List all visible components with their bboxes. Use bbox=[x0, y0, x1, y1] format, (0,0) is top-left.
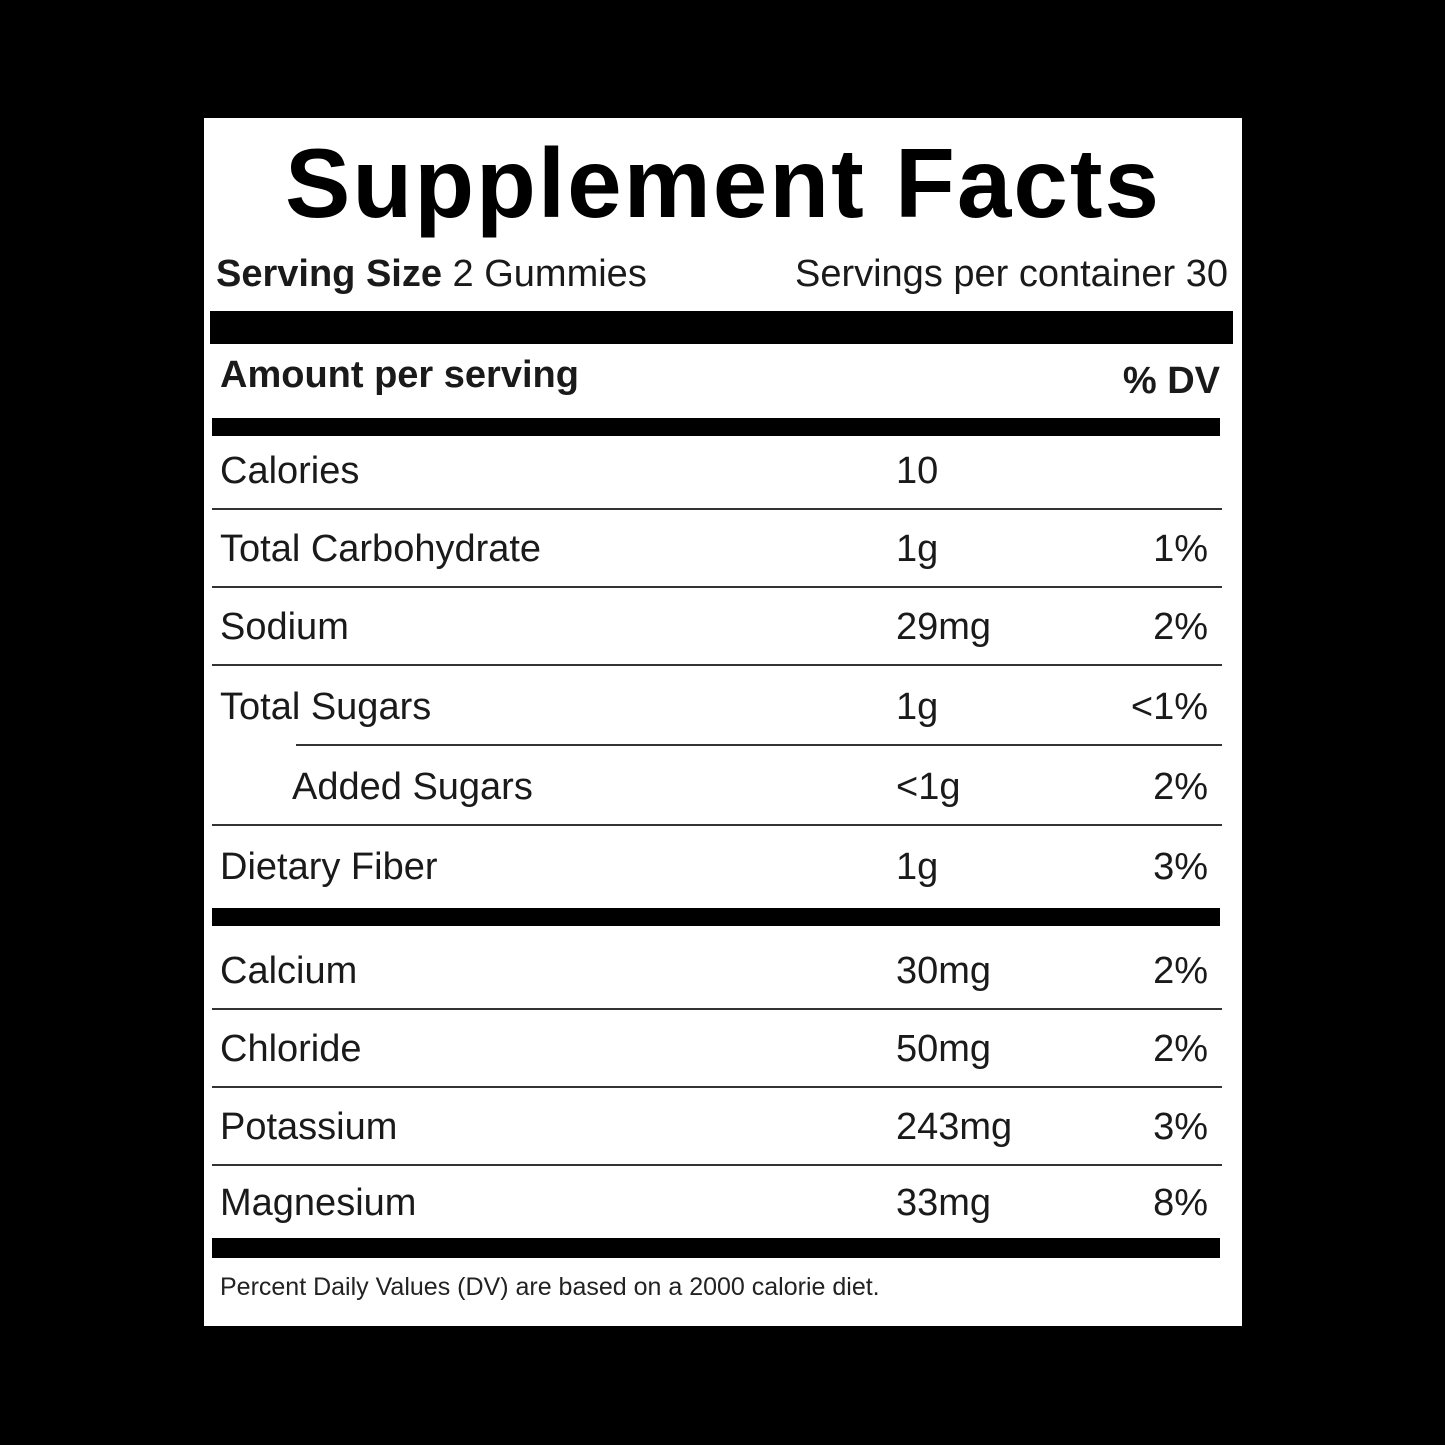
divider-medium bbox=[212, 908, 1220, 926]
servings-per-container: Servings per container 30 bbox=[794, 253, 1228, 295]
nutrient-amount: 50mg bbox=[896, 1028, 992, 1070]
divider-medium bbox=[212, 418, 1220, 436]
nutrient-dv: 2% bbox=[1153, 606, 1208, 648]
label-title: Supplement Facts bbox=[284, 128, 1162, 238]
row-divider bbox=[296, 744, 1222, 746]
nutrient-dv: 3% bbox=[1153, 1106, 1208, 1148]
nutrient-amount: 1g bbox=[896, 686, 939, 728]
serving-size-value: 2 Gummies bbox=[452, 253, 647, 295]
row-divider bbox=[212, 1008, 1222, 1010]
nutrient-name: Calcium bbox=[220, 950, 358, 992]
serving-size-label: Serving Size bbox=[216, 253, 442, 295]
nutrient-amount: 1g bbox=[896, 846, 939, 888]
nutrient-name: Potassium bbox=[220, 1106, 398, 1148]
nutrient-amount: 1g bbox=[896, 528, 939, 570]
row-divider bbox=[212, 586, 1222, 588]
nutrient-row-calories: Calories 10 bbox=[204, 432, 1242, 510]
nutrient-row-added-sugars: Added Sugars <1g 2% bbox=[204, 748, 1242, 826]
nutrient-row-potassium: Potassium 243mg 3% bbox=[204, 1088, 1242, 1166]
nutrient-row-chloride: Chloride 50mg 2% bbox=[204, 1010, 1242, 1088]
nutrient-dv: 2% bbox=[1153, 766, 1208, 808]
nutrient-dv: 2% bbox=[1153, 1028, 1208, 1070]
nutrient-amount: <1g bbox=[896, 766, 961, 808]
row-divider bbox=[212, 1164, 1222, 1166]
row-divider bbox=[212, 664, 1222, 666]
nutrient-name: Added Sugars bbox=[292, 766, 533, 808]
row-divider bbox=[212, 824, 1222, 826]
nutrient-dv: 1% bbox=[1153, 528, 1208, 570]
daily-value-header: % DV bbox=[1122, 360, 1220, 402]
nutrient-amount: 29mg bbox=[896, 606, 992, 648]
nutrient-name: Total Sugars bbox=[220, 686, 432, 728]
divider-medium bbox=[212, 1238, 1220, 1258]
nutrient-amount: 33mg bbox=[896, 1182, 992, 1224]
divider-thick bbox=[210, 311, 1233, 344]
daily-value-footnote: Percent Daily Values (DV) are based on a… bbox=[220, 1273, 880, 1301]
nutrient-name: Dietary Fiber bbox=[220, 846, 438, 888]
nutrient-dv: <1% bbox=[1130, 686, 1208, 728]
nutrient-dv: 3% bbox=[1153, 846, 1208, 888]
nutrient-amount: 10 bbox=[896, 450, 939, 492]
nutrient-name: Magnesium bbox=[220, 1182, 417, 1224]
nutrient-row-sodium: Sodium 29mg 2% bbox=[204, 588, 1242, 666]
nutrient-dv: 8% bbox=[1153, 1182, 1208, 1224]
nutrient-row-calcium: Calcium 30mg 2% bbox=[204, 932, 1242, 1010]
row-divider bbox=[212, 508, 1222, 510]
nutrient-name: Sodium bbox=[220, 606, 349, 648]
nutrient-row-dietary-fiber: Dietary Fiber 1g 3% bbox=[204, 828, 1242, 906]
supplement-facts-label: Supplement Facts Serving Size 2 Gummies … bbox=[204, 118, 1242, 1326]
nutrient-amount: 30mg bbox=[896, 950, 992, 992]
nutrient-row-magnesium: Magnesium 33mg 8% bbox=[204, 1164, 1242, 1242]
nutrient-name: Chloride bbox=[220, 1028, 362, 1070]
nutrient-name: Total Carbohydrate bbox=[220, 528, 542, 570]
nutrient-name: Calories bbox=[220, 450, 360, 492]
amount-per-serving-header: Amount per serving bbox=[220, 354, 579, 396]
nutrient-row-total-carbohydrate: Total Carbohydrate 1g 1% bbox=[204, 510, 1242, 588]
row-divider bbox=[212, 1086, 1222, 1088]
nutrient-row-total-sugars: Total Sugars 1g <1% bbox=[204, 668, 1242, 746]
serving-line: Serving Size 2 Gummies Servings per cont… bbox=[216, 248, 1228, 300]
nutrient-amount: 243mg bbox=[896, 1106, 1013, 1148]
nutrient-dv: 2% bbox=[1153, 950, 1208, 992]
serving-size: Serving Size 2 Gummies bbox=[216, 248, 647, 300]
